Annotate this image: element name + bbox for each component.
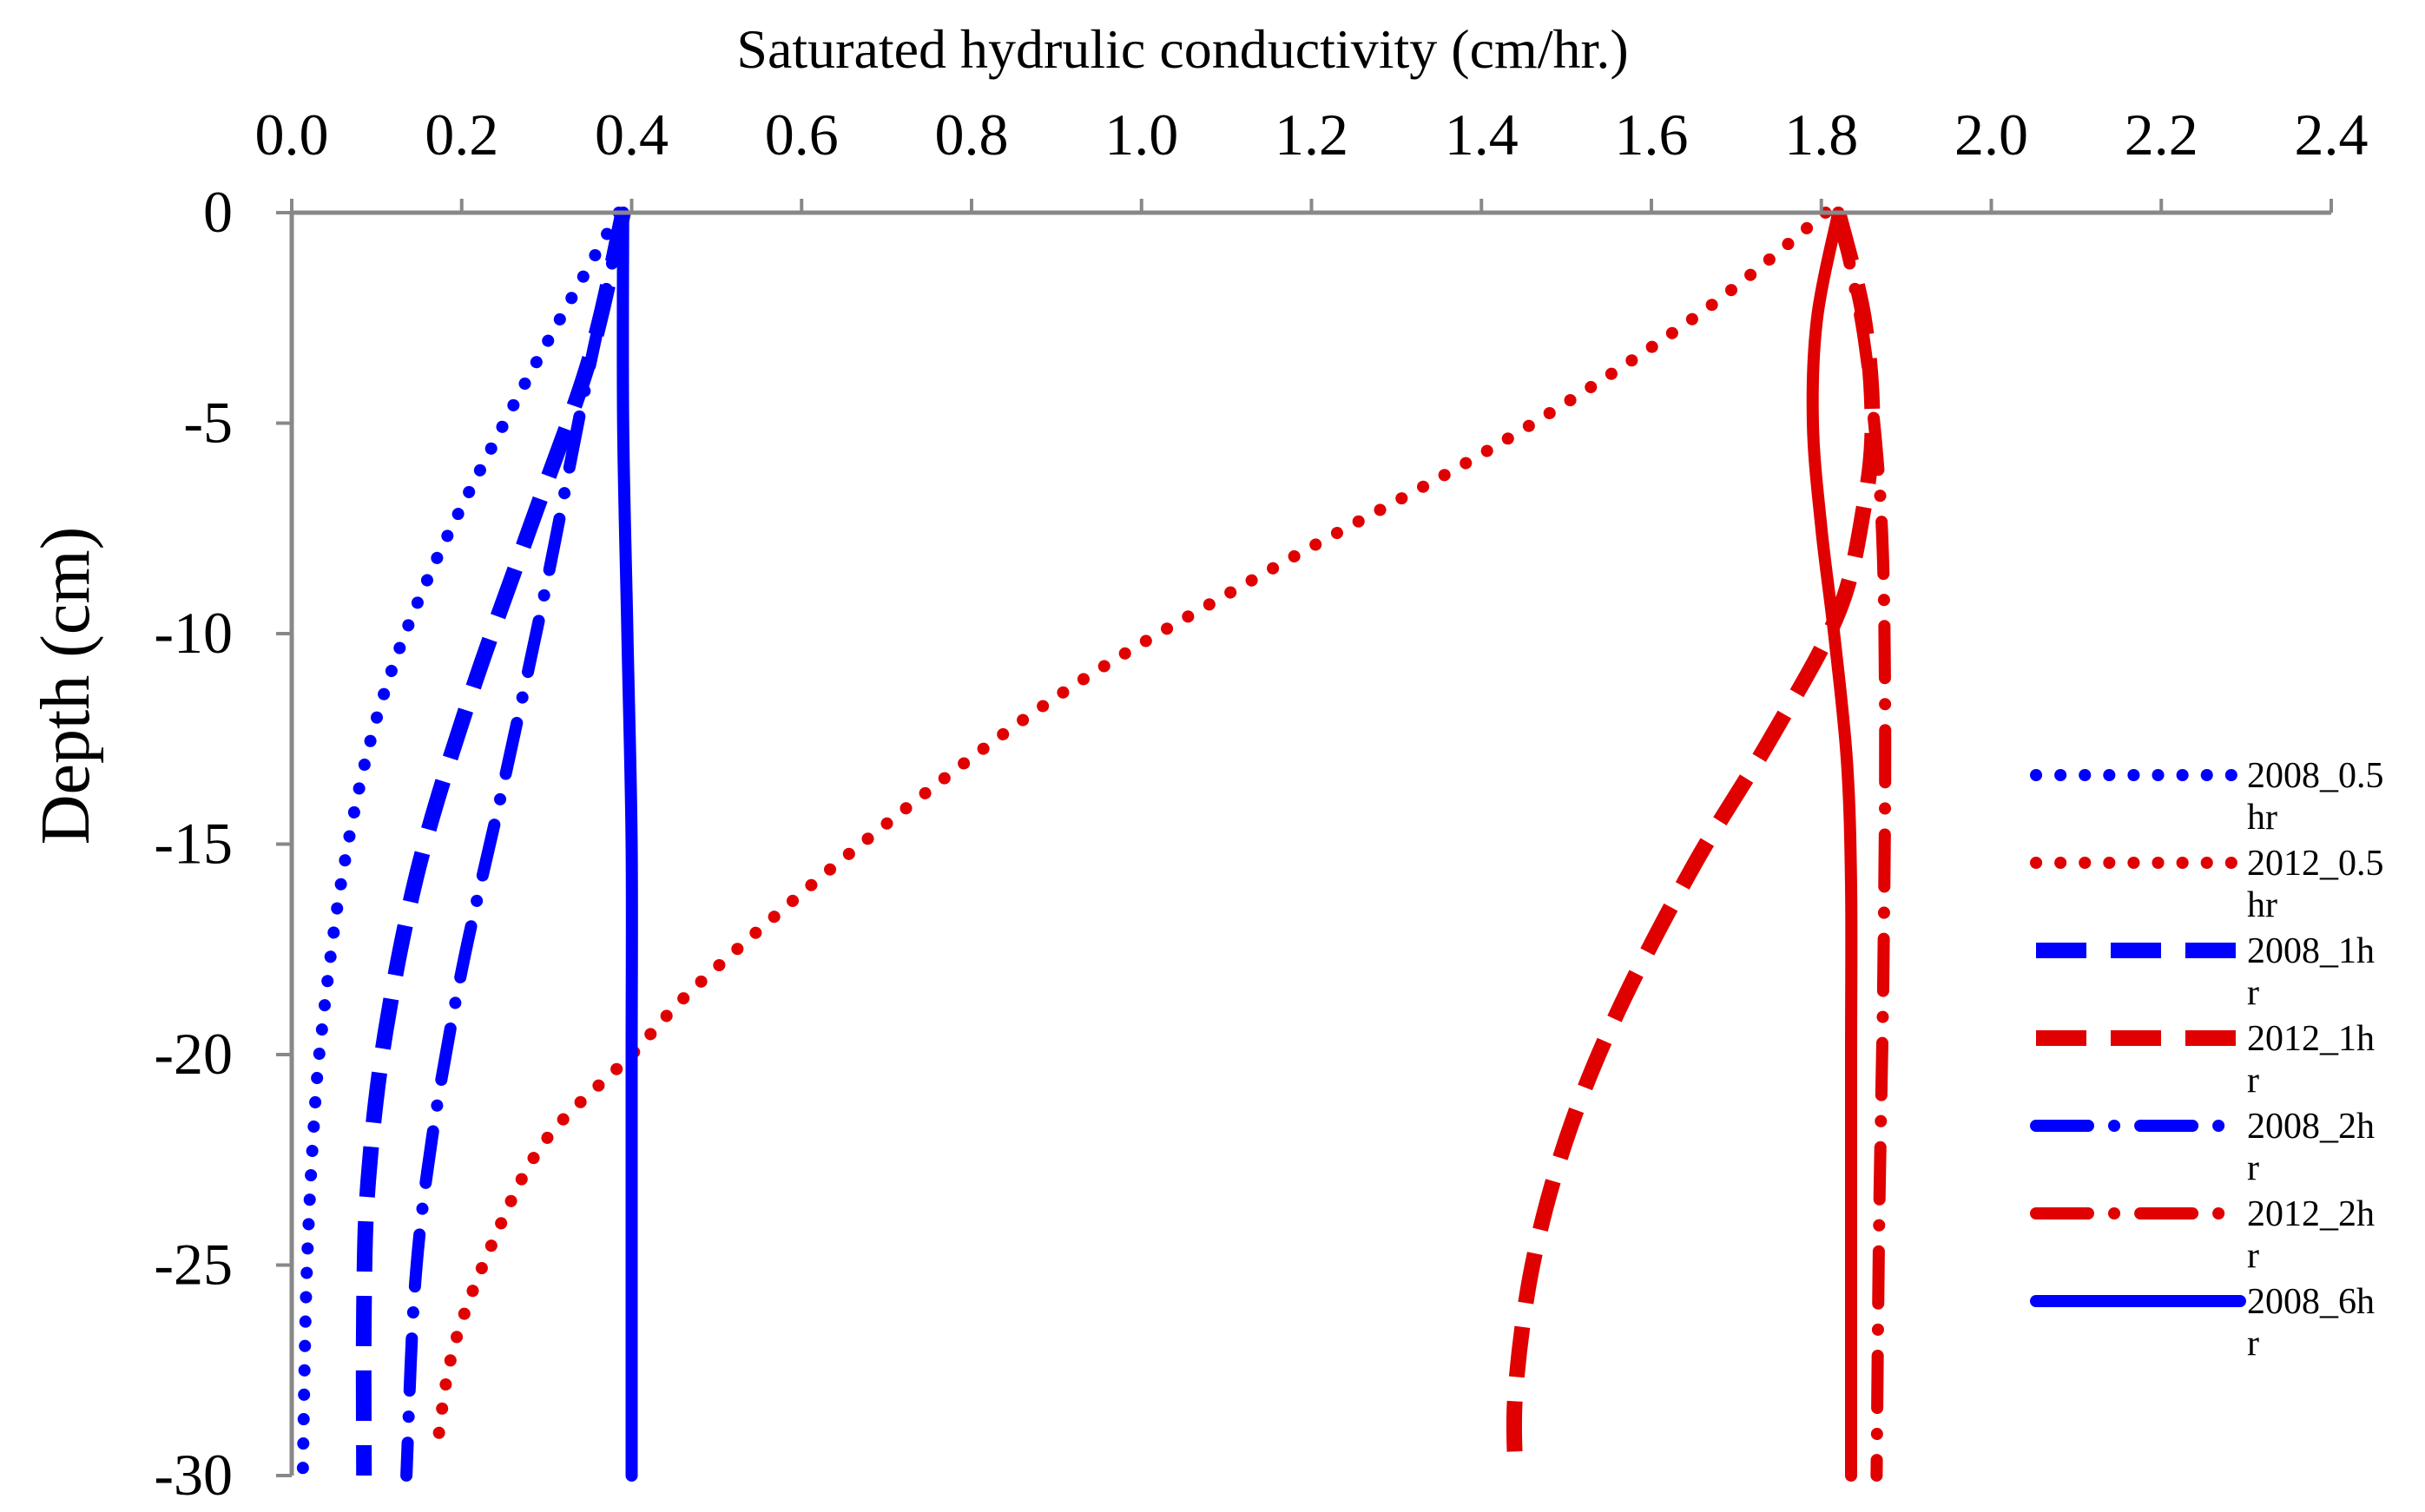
series-line-2012-0-5-hr (430, 207, 1832, 1461)
x-tick-label: 0.0 (255, 102, 329, 168)
legend-label: 2012_1h r (2247, 1019, 2375, 1101)
legend-label: 2008_6h r (2247, 1282, 2375, 1364)
legend-label: 2008_2h r (2247, 1107, 2375, 1188)
y-tick-label: -15 (154, 811, 233, 877)
series-line-2012-1hr (1506, 210, 1881, 1476)
x-tick-label: 1.8 (1784, 102, 1858, 168)
y-tick-label: -20 (154, 1021, 233, 1087)
x-tick-label: 2.4 (2295, 102, 2369, 168)
x-axis-title: Saturated hydrulic conductivity (cm/hr.) (736, 18, 1628, 80)
legend-label: 2012_2h r (2247, 1194, 2375, 1276)
axes (289, 210, 2331, 1476)
y-axis-title: Depth (cm) (28, 527, 104, 845)
x-tick-label: 1.6 (1615, 102, 1689, 168)
legend-label: 2012_0.5 hr (2247, 844, 2384, 925)
legend-label: 2008_1h r (2247, 931, 2375, 1013)
plot-area (296, 207, 1892, 1482)
series-line-2008-1hr (355, 210, 631, 1476)
y-tick-label: -10 (154, 600, 233, 666)
x-tick-label: 0.6 (765, 102, 839, 168)
series-line-unlabeled-7 (1806, 207, 1858, 1482)
y-ticks: 0 -5 -10 -15 -20 -25 -30 (154, 179, 292, 1508)
x-tick-label: 2.2 (2125, 102, 2198, 168)
series-line-2008-6hr (616, 207, 638, 1482)
y-tick-label: -30 (154, 1442, 233, 1508)
x-tick-label: 1.0 (1104, 102, 1178, 168)
series-line-2008-2hr (400, 207, 629, 1482)
series-line-2012-2hr (1832, 207, 1892, 1482)
y-tick-label: 0 (203, 179, 233, 245)
y-tick-label: -25 (154, 1232, 233, 1298)
x-tick-label: 2.0 (1954, 102, 2028, 168)
x-tick-label: 1.4 (1445, 102, 1519, 168)
x-tick-label: 0.4 (595, 102, 669, 168)
x-tick-label: 0.8 (935, 102, 1009, 168)
y-tick-label: -5 (183, 390, 233, 456)
x-tick-label: 1.2 (1275, 102, 1348, 168)
legend-label: 2008_0.5 hr (2247, 756, 2384, 838)
x-tick-label: 0.2 (425, 102, 498, 168)
series-line-2008-0-5-hr (296, 207, 625, 1482)
x-ticks: 0.0 0.2 0.4 0.6 0.8 1.0 1.2 1.4 1.6 1.8 2.0 2.2 2.4 (255, 102, 2369, 213)
